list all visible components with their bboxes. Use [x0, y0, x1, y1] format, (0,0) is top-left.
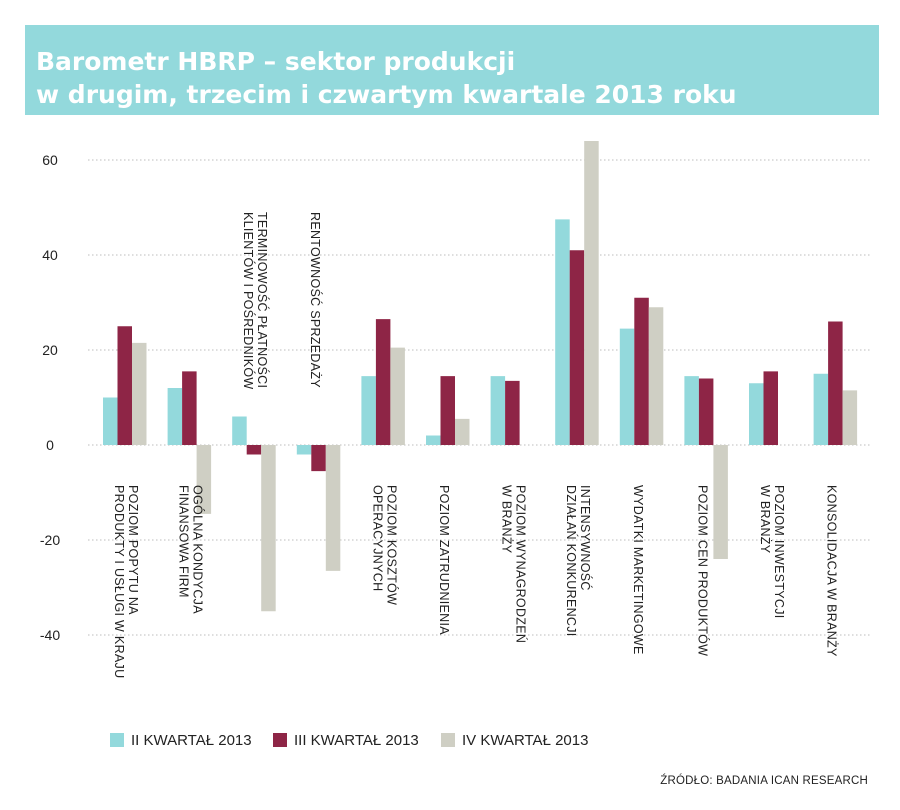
y-tick-label: 20	[42, 342, 58, 358]
bar-q3	[763, 371, 778, 445]
bar-q4	[713, 445, 728, 559]
category-label-line: KLIENTÓW I POŚREDNIKÓW	[241, 212, 256, 389]
source-note: ŹRÓDŁO: BADANIA ICAN RESEARCH	[660, 775, 868, 787]
bar-q3	[569, 250, 585, 445]
legend-label-q3: III KWARTAŁ 2013	[294, 731, 419, 749]
category-label-line: W BRANŻY	[500, 485, 514, 554]
legend-label-q4: IV KWARTAŁ 2013	[462, 731, 589, 749]
category-label-line: KONSOLIDACJA W BRANŻY	[825, 485, 839, 657]
category-label-line: INTENSYWNOŚĆ	[578, 485, 593, 591]
bar-q3	[311, 445, 326, 472]
gridlines	[88, 159, 872, 636]
bar-q4	[390, 347, 405, 445]
category-label-line: W BRANŻY	[758, 485, 772, 554]
bar-q4	[196, 445, 212, 514]
y-axis-ticks: 60 40 20 0 -20 -40	[40, 152, 60, 643]
category-label-line: PRODUKTY I USŁUGI W KRAJU	[112, 485, 126, 678]
category-label-line: POZIOM KOSZTÓW	[384, 485, 399, 605]
chart-title-line-2: w drugim, trzecim i czwartym kwartale 20…	[36, 80, 737, 109]
bar-q2	[426, 435, 441, 445]
bar-q2	[103, 397, 118, 445]
bar-q4	[842, 390, 858, 445]
bar-q3	[698, 378, 714, 445]
y-tick-label: 60	[42, 152, 58, 168]
category-label-line: TERMINOWOŚĆ PŁATNOŚCI	[255, 212, 270, 388]
bar-q4	[584, 141, 599, 445]
category-label-line: POZIOM INWESTYCJI	[772, 485, 786, 619]
bar-q4	[325, 445, 341, 571]
category-label: WYDATKI MARKETINGOWE	[631, 485, 645, 655]
y-tick-label: 0	[46, 437, 54, 453]
legend-swatch-q4	[441, 733, 455, 747]
legend-label-q2: II KWARTAŁ 2013	[131, 731, 252, 749]
category-label: RENTOWNOŚĆ SPRZEDAŻY	[308, 212, 323, 388]
bar-q4	[132, 342, 147, 445]
bar-q3	[505, 380, 520, 445]
legend-item-q2: II KWARTAŁ 2013	[110, 729, 252, 751]
bar-q3	[117, 326, 132, 445]
category-label-line: POZIOM ZATRUDNIENIA	[437, 485, 451, 635]
bar-q2	[361, 376, 376, 445]
category-label: POZIOM CEN PRODUKTÓW	[695, 485, 710, 656]
category-label: KONSOLIDACJA W BRANŻY	[825, 485, 839, 657]
category-label-line: FINANSOWA FIRM	[177, 485, 191, 598]
bar-q2	[490, 376, 506, 445]
legend-swatch-q3	[273, 733, 287, 747]
bars	[103, 141, 858, 612]
category-label-line: OPERACYJNYCH	[370, 485, 384, 591]
bar-q4	[648, 307, 664, 445]
chart-title-line-1: Barometr HBRP – sektor produkcji	[36, 47, 516, 76]
category-label-line: POZIOM POPYTU NA	[126, 485, 140, 615]
bar-q2	[619, 328, 635, 445]
y-tick-label: -20	[40, 532, 60, 548]
bar-q2	[555, 219, 570, 445]
bar-q4	[455, 418, 470, 445]
legend-item-q4: IV KWARTAŁ 2013	[441, 729, 588, 751]
category-label-line: POZIOM CEN PRODUKTÓW	[695, 485, 710, 656]
bar-q2	[749, 383, 764, 445]
title-banner: Barometr HBRP – sektor produkcji w drugi…	[25, 25, 879, 115]
bar-q3	[182, 371, 197, 445]
bar-q2	[684, 376, 699, 445]
legend-swatch-q2	[110, 733, 124, 747]
legend-item-q3: III KWARTAŁ 2013	[273, 729, 419, 751]
bar-q4	[261, 445, 276, 612]
category-label-line: DZIAŁAŃ KONKURENCJI	[564, 485, 579, 637]
y-tick-label: 40	[42, 247, 58, 263]
bar-q3	[828, 321, 843, 445]
category-label-line: POZIOM WYNAGRODZEŃ	[514, 485, 529, 643]
bar-q3	[375, 319, 391, 445]
bar-q2	[813, 373, 829, 445]
bar-q3	[440, 376, 455, 445]
category-label-line: OGÓLNA KONDYCJA	[191, 485, 206, 614]
y-tick-label: -40	[40, 627, 60, 643]
category-label-line: RENTOWNOŚĆ SPRZEDAŻY	[308, 212, 323, 388]
bar-q2	[232, 416, 247, 445]
bar-q3	[246, 445, 262, 455]
bar-q3	[634, 297, 649, 445]
category-label-line: WYDATKI MARKETINGOWE	[631, 485, 645, 655]
bar-q2	[167, 388, 183, 445]
category-label: POZIOM ZATRUDNIENIA	[437, 485, 451, 635]
bar-q2	[296, 445, 312, 455]
